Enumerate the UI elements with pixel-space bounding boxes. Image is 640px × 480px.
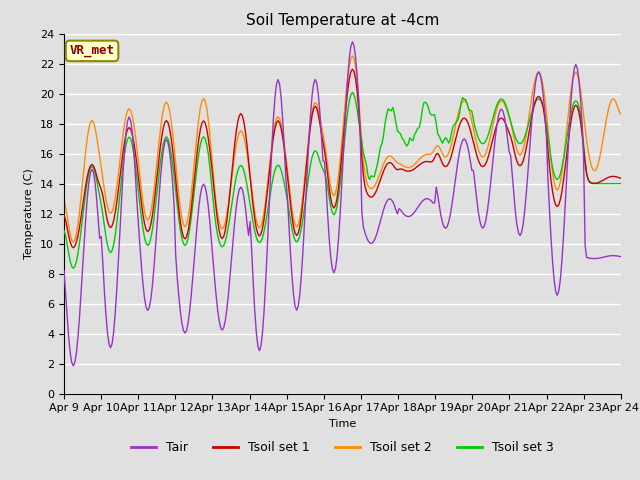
Text: VR_met: VR_met [70,44,115,58]
X-axis label: Time: Time [329,419,356,429]
Y-axis label: Temperature (C): Temperature (C) [24,168,35,259]
Title: Soil Temperature at -4cm: Soil Temperature at -4cm [246,13,439,28]
Legend: Tair, Tsoil set 1, Tsoil set 2, Tsoil set 3: Tair, Tsoil set 1, Tsoil set 2, Tsoil se… [126,436,559,459]
